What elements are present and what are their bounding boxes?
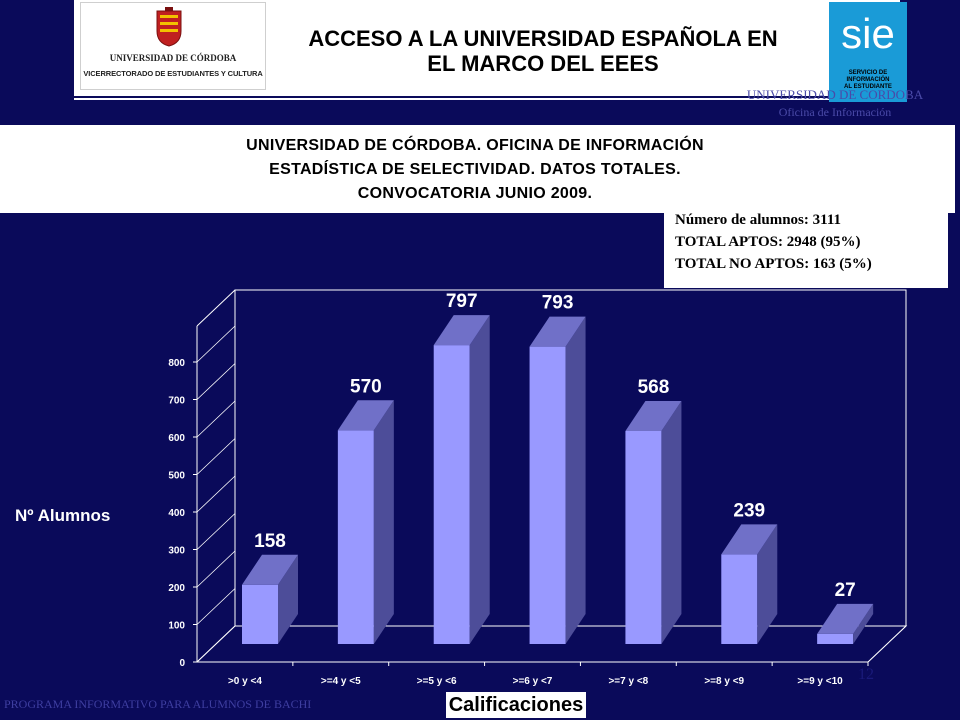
y-tick-label: 500: [168, 471, 185, 482]
y-tick-label: 100: [168, 621, 185, 632]
x-tick-label: >=5 y <6: [417, 676, 457, 687]
y-wall-tick: [196, 325, 236, 363]
bar-side: [469, 315, 490, 644]
y-wall-tick: [196, 400, 236, 438]
y-wall-tick: [196, 513, 236, 550]
wall-edge-line: [196, 289, 236, 327]
bar-top: [337, 400, 394, 431]
sie-logo-subtitle: SERVICIO DE INFORMACIÓN AL ESTUDIANTE: [829, 70, 907, 91]
y-axis-label: Nº Alumnos: [15, 506, 111, 525]
y-tick-label: 0: [179, 658, 185, 669]
logo-vicerrectorado: VICERRECTORADO DE ESTUDIANTES Y CULTURA: [83, 69, 263, 78]
sie-sub-line1: SERVICIO DE: [848, 70, 888, 76]
bar-side: [661, 401, 682, 644]
bar-side: [565, 316, 586, 644]
bar-side: [278, 554, 298, 644]
header-divider: [74, 98, 900, 100]
bar-side: [853, 603, 874, 644]
bar-front: [529, 346, 566, 644]
y-tick-label: 800: [168, 358, 185, 369]
y-wall-tick: [196, 363, 236, 400]
bar-data-label: 568: [638, 377, 670, 398]
bar-side: [757, 524, 778, 644]
university-logo: UNIVERSIDAD DE CÓRDOBA VICERRECTORADO DE…: [80, 2, 266, 90]
page-number: 12: [858, 666, 874, 683]
y-wall-tick: [196, 438, 236, 475]
y-wall-tick: [196, 475, 236, 513]
page-title-line2: EL MARCO DEL EEES: [427, 51, 659, 76]
sie-logo: sie SERVICIO DE INFORMACIÓN AL ESTUDIANT…: [829, 2, 907, 102]
subtitle-box: UNIVERSIDAD DE CÓRDOBA. OFICINA DE INFOR…: [0, 125, 955, 213]
bar-data-label: 793: [542, 293, 574, 314]
bar-front: [337, 430, 374, 644]
subtitle-line2: ESTADÍSTICA DE SELECTIVIDAD. DATOS TOTAL…: [269, 161, 681, 178]
bar-data-label: 158: [254, 531, 286, 552]
bar-front: [721, 554, 758, 644]
stats-no-aptos: TOTAL NO APTOS: 163 (5%): [675, 256, 872, 272]
y-wall-tick: [196, 588, 236, 625]
chart-subtitle: UNIVERSIDAD DE CÓRDOBA. OFICINA DE INFOR…: [120, 134, 830, 206]
stats-box: Número de alumnos: 3111 TOTAL APTOS: 294…: [664, 206, 948, 288]
bar-front: [817, 633, 854, 644]
x-tick-label: >=7 y <8: [608, 676, 648, 687]
crest-icon: [156, 7, 182, 47]
logo-university-name: UNIVERSIDAD DE CÓRDOBA: [109, 53, 237, 63]
sie-logo-text: sie: [841, 10, 895, 57]
y-tick-label: 600: [168, 433, 185, 444]
bar-data-label: 570: [350, 376, 382, 397]
footer-program: PROGRAMA INFORMATIVO PARA ALUMNOS DE BAC…: [4, 697, 312, 711]
x-tick-label: >=8 y <9: [704, 676, 744, 687]
bar-top: [433, 315, 490, 346]
y-tick-label: 400: [168, 508, 185, 519]
y-wall-tick: [196, 625, 236, 663]
sie-sub-line2: INFORMACIÓN: [846, 77, 890, 83]
bar-front: [433, 345, 470, 644]
subtitle-line3: CONVOCATORIA JUNIO 2009.: [357, 185, 593, 202]
y-tick-label: 300: [168, 546, 185, 557]
x-tick-label: >=4 y <5: [321, 676, 361, 687]
bar-front: [242, 584, 278, 644]
x-axis-label: Calificaciones: [446, 692, 586, 718]
stats-aptos: TOTAL APTOS: 2948 (95%): [675, 234, 861, 250]
x-tick-label: >=6 y <7: [513, 676, 553, 687]
y-wall-tick: [196, 550, 236, 588]
bar-front: [625, 431, 662, 644]
watermark-university: UNIVERSIDAD DE CORDOBA: [746, 87, 924, 102]
bar-top: [529, 316, 586, 347]
bar-side: [373, 400, 394, 644]
y-tick-label: 200: [168, 583, 185, 594]
sie-sub-line3: AL ESTUDIANTE: [844, 84, 892, 90]
bar-top: [625, 401, 682, 431]
page-title-line1: ACCESO A LA UNIVERSIDAD ESPAÑOLA EN: [308, 26, 778, 51]
subtitle-line1: UNIVERSIDAD DE CÓRDOBA. OFICINA DE INFOR…: [246, 137, 704, 154]
bar-data-label: 27: [835, 580, 856, 601]
watermark-office: Oficina de Información: [778, 105, 892, 119]
x-tick-label: >0 y <4: [228, 676, 262, 687]
bar-data-label: 797: [446, 291, 478, 312]
page-title: ACCESO A LA UNIVERSIDAD ESPAÑOLA EN EL M…: [268, 26, 818, 76]
bar-top: [242, 554, 298, 585]
bar-top: [817, 603, 874, 634]
stats-students: Número de alumnos: 3111: [675, 212, 841, 228]
bar-top: [721, 524, 778, 555]
y-tick-label: 700: [168, 396, 185, 407]
bar-data-label: 239: [733, 500, 765, 521]
x-tick-label: >=9 y <10: [797, 676, 843, 687]
